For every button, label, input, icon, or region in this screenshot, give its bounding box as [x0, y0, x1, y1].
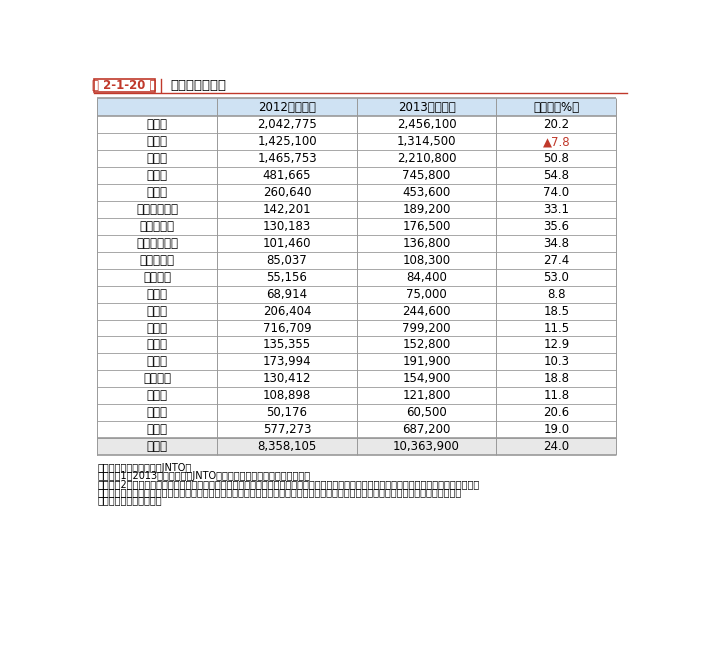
- Text: シンガポール: シンガポール: [136, 203, 179, 216]
- Text: これに外国人一時上陸客等を加えた入国外国人旅行者のことである。駐在員やその家族、留学生の入国者・再入国者は訪日外客: これに外国人一時上陸客等を加えた入国外国人旅行者のことである。駐在員やその家族、…: [97, 487, 461, 497]
- Bar: [357, 438, 496, 455]
- Text: 716,709: 716,709: [263, 321, 311, 334]
- Text: 152,800: 152,800: [402, 338, 451, 351]
- Text: 米　国: 米 国: [147, 321, 168, 334]
- Text: その他: その他: [147, 423, 168, 436]
- Text: 8.8: 8.8: [547, 288, 566, 301]
- Text: インドネシア: インドネシア: [136, 237, 179, 250]
- Bar: [357, 98, 496, 116]
- Text: （注）　1．2013年の数値は、JNTOが独自に算出した推計値に基づく。: （注） 1．2013年の数値は、JNTOが独自に算出した推計値に基づく。: [97, 471, 310, 481]
- Text: 481,665: 481,665: [263, 169, 311, 182]
- Text: インド: インド: [147, 288, 168, 301]
- Text: 11.8: 11.8: [543, 389, 569, 402]
- Text: 154,900: 154,900: [402, 373, 451, 386]
- Text: 173,994: 173,994: [263, 355, 311, 369]
- Text: 33.1: 33.1: [543, 203, 569, 216]
- Text: 53.0: 53.0: [543, 271, 569, 284]
- Text: 687,200: 687,200: [402, 423, 451, 436]
- Text: 10,363,900: 10,363,900: [393, 440, 460, 453]
- Text: 136,800: 136,800: [402, 237, 451, 250]
- Text: 191,900: 191,900: [402, 355, 451, 369]
- Text: 244,600: 244,600: [402, 305, 451, 318]
- Text: 577,273: 577,273: [263, 423, 311, 436]
- Text: 799,200: 799,200: [402, 321, 451, 334]
- Text: タ　イ: タ イ: [147, 186, 168, 199]
- Text: 台　湾: 台 湾: [147, 152, 168, 165]
- Bar: [217, 98, 357, 116]
- Text: 国別訪日外客数: 国別訪日外客数: [170, 79, 226, 92]
- Text: 2012年（人）: 2012年（人）: [258, 100, 316, 113]
- Text: 55,156: 55,156: [266, 271, 307, 284]
- Bar: [94, 79, 155, 91]
- Bar: [496, 438, 617, 455]
- Text: 135,355: 135,355: [263, 338, 311, 351]
- Text: 2,456,100: 2,456,100: [396, 118, 456, 132]
- Text: 豪　州: 豪 州: [147, 305, 168, 318]
- Text: 85,037: 85,037: [266, 254, 307, 267]
- Text: 27.4: 27.4: [543, 254, 569, 267]
- Text: 資料：日本政府観光局（JNTO）: 資料：日本政府観光局（JNTO）: [97, 463, 191, 473]
- Text: 11.5: 11.5: [543, 321, 569, 334]
- Text: ドイツ: ドイツ: [147, 389, 168, 402]
- Text: 75,000: 75,000: [406, 288, 447, 301]
- Text: 108,300: 108,300: [403, 254, 451, 267]
- Text: 189,200: 189,200: [402, 203, 451, 216]
- Text: マレーシア: マレーシア: [140, 220, 175, 233]
- Text: 18.5: 18.5: [543, 305, 569, 318]
- Text: 英　国: 英 国: [147, 355, 168, 369]
- Text: 50,176: 50,176: [266, 406, 307, 419]
- Text: 24.0: 24.0: [543, 440, 569, 453]
- Text: 2,210,800: 2,210,800: [396, 152, 456, 165]
- Text: 745,800: 745,800: [402, 169, 451, 182]
- Text: 130,412: 130,412: [263, 373, 311, 386]
- Text: 第 2-1-20 図: 第 2-1-20 図: [92, 79, 157, 92]
- Text: 韓　国: 韓 国: [147, 118, 168, 132]
- Text: 2013年（人）: 2013年（人）: [398, 100, 456, 113]
- Text: 香　港: 香 港: [147, 169, 168, 182]
- Text: 54.8: 54.8: [543, 169, 569, 182]
- Text: 18.8: 18.8: [543, 373, 569, 386]
- Text: 35.6: 35.6: [543, 220, 569, 233]
- Text: 12.9: 12.9: [543, 338, 569, 351]
- Text: 中　国: 中 国: [147, 135, 168, 148]
- Text: カナダ: カナダ: [147, 338, 168, 351]
- Text: 121,800: 121,800: [402, 389, 451, 402]
- Bar: [217, 438, 357, 455]
- Bar: [97, 98, 217, 116]
- Text: 20.2: 20.2: [543, 118, 569, 132]
- Text: 8,358,105: 8,358,105: [257, 440, 316, 453]
- Text: に含まれる。: に含まれる。: [97, 495, 162, 505]
- Text: 2．「訪日外客」とは、国籍に基づく法務省集計による外国人正規入国者数から、日本を主たる居住国とする永住者等の外国人を除き、: 2．「訪日外客」とは、国籍に基づく法務省集計による外国人正規入国者数から、日本を…: [97, 479, 479, 489]
- Text: 101,460: 101,460: [263, 237, 311, 250]
- Text: 74.0: 74.0: [543, 186, 569, 199]
- Text: ▲7.8: ▲7.8: [543, 135, 570, 148]
- Text: フィリピン: フィリピン: [140, 254, 175, 267]
- Text: 206,404: 206,404: [263, 305, 311, 318]
- Text: 142,201: 142,201: [263, 203, 311, 216]
- Text: 453,600: 453,600: [402, 186, 451, 199]
- Text: 1,314,500: 1,314,500: [396, 135, 456, 148]
- Text: 130,183: 130,183: [263, 220, 311, 233]
- Text: フランス: フランス: [143, 373, 172, 386]
- Bar: [97, 438, 217, 455]
- Text: ロシア: ロシア: [147, 406, 168, 419]
- Text: ベトナム: ベトナム: [143, 271, 172, 284]
- Text: 20.6: 20.6: [543, 406, 569, 419]
- Text: 260,640: 260,640: [263, 186, 311, 199]
- Text: 10.3: 10.3: [543, 355, 569, 369]
- Text: 108,898: 108,898: [263, 389, 311, 402]
- Text: 68,914: 68,914: [266, 288, 308, 301]
- Text: 50.8: 50.8: [543, 152, 569, 165]
- Text: 伸び率（%）: 伸び率（%）: [534, 100, 579, 113]
- Text: 総　数: 総 数: [147, 440, 168, 453]
- Text: 19.0: 19.0: [543, 423, 569, 436]
- Text: 84,400: 84,400: [406, 271, 447, 284]
- Text: 1,465,753: 1,465,753: [257, 152, 317, 165]
- Text: 34.8: 34.8: [543, 237, 569, 250]
- Text: 176,500: 176,500: [402, 220, 451, 233]
- Text: 60,500: 60,500: [406, 406, 447, 419]
- Text: 2,042,775: 2,042,775: [257, 118, 317, 132]
- Text: 1,425,100: 1,425,100: [257, 135, 317, 148]
- Bar: [496, 98, 617, 116]
